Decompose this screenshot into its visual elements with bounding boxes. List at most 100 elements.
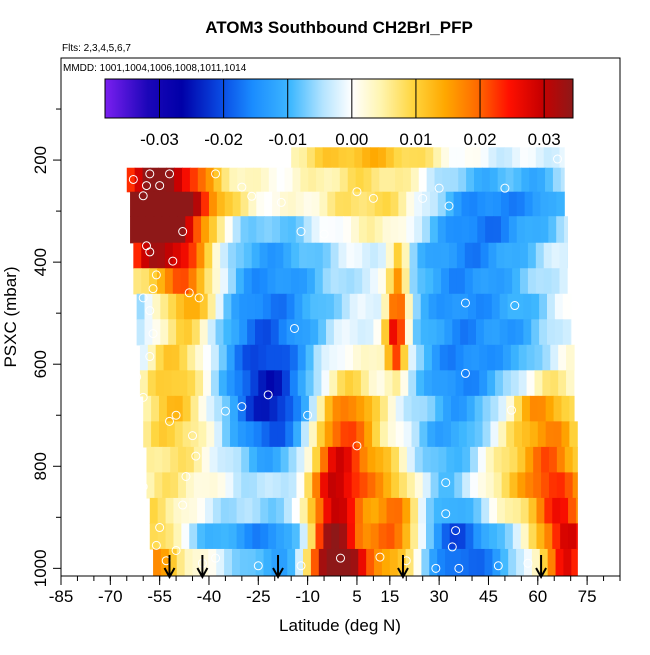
heat-cell [149, 497, 159, 525]
heat-cell [475, 293, 485, 320]
sample-marker [352, 187, 362, 197]
heat-cell [387, 395, 397, 422]
heat-cell [264, 216, 273, 244]
heat-cell [526, 370, 536, 397]
heat-row [133, 242, 568, 269]
x-tick-label: 15 [380, 587, 399, 606]
heat-cell [560, 523, 569, 550]
heat-cell [308, 167, 317, 193]
heat-cell [255, 293, 264, 320]
heat-cell [288, 446, 298, 473]
heat-cell [414, 446, 424, 473]
heat-cell [183, 319, 193, 346]
sample-marker [145, 352, 155, 362]
heat-cell [291, 242, 300, 269]
heat-cell [354, 497, 364, 525]
heat-cell [179, 370, 188, 397]
heat-cell [491, 293, 501, 320]
heat-cell [372, 421, 381, 448]
heat-cell [449, 268, 458, 295]
heat-cell [224, 216, 234, 244]
heat-cell [232, 191, 242, 217]
heat-cell [356, 421, 365, 448]
heat-row [130, 216, 568, 244]
heat-cell [397, 319, 406, 346]
heat-cell [559, 268, 568, 295]
heat-cell [243, 242, 253, 269]
heat-cell [335, 216, 344, 244]
heat-cell [261, 421, 271, 448]
heat-cell [437, 216, 447, 244]
heat-cell [443, 421, 452, 448]
heat-cell [200, 548, 209, 576]
heat-cell [180, 242, 190, 269]
heat-cell [395, 395, 405, 422]
heat-cell [329, 344, 338, 371]
heat-cell [483, 293, 493, 320]
heat-cell [171, 370, 180, 397]
heat-cell [274, 344, 283, 371]
heat-cell [253, 167, 262, 193]
heat-cell [548, 472, 558, 499]
heat-cell [543, 242, 553, 269]
heat-cell [181, 523, 190, 550]
heat-cell [397, 548, 407, 576]
sample-marker [132, 540, 142, 550]
heat-cell [158, 421, 168, 448]
heat-cell [324, 395, 334, 422]
heat-cell [231, 293, 240, 320]
heat-cell [528, 523, 538, 550]
heat-cell [269, 395, 278, 422]
heat-cell [539, 293, 548, 320]
heat-cell [172, 242, 182, 269]
heat-cell [266, 370, 275, 397]
heat-cell [332, 395, 342, 422]
heat-cell [384, 344, 394, 371]
heat-cell [507, 293, 517, 320]
heat-cell [168, 319, 177, 346]
heat-cell [274, 370, 283, 397]
heat-cell [261, 395, 271, 422]
heat-cell [185, 191, 194, 217]
heat-cell [161, 216, 171, 244]
heat-cell [359, 472, 369, 499]
heat-cell [499, 293, 509, 320]
heat-cell [504, 242, 513, 269]
heat-row [136, 319, 572, 346]
heat-cell [347, 523, 356, 550]
heat-cell [481, 523, 490, 550]
heat-cell [501, 446, 511, 473]
heat-cell [412, 293, 422, 320]
heat-cell [509, 446, 519, 473]
heat-cell [422, 191, 431, 217]
heat-cell [130, 216, 139, 244]
heat-cell [452, 293, 461, 320]
heat-cell [356, 395, 365, 422]
heat-cell [398, 191, 407, 217]
heat-cell [170, 472, 179, 499]
heat-cell [410, 523, 419, 550]
heat-cell [162, 446, 171, 473]
heat-cell [458, 421, 468, 448]
sample-marker [451, 526, 461, 536]
heat-cell [199, 319, 209, 346]
heat-cell [384, 370, 394, 397]
heat-cell [145, 216, 155, 244]
x-tick-label: 5 [352, 587, 361, 606]
heat-cell [205, 497, 214, 525]
heat-cell [340, 421, 349, 448]
sample-marker [171, 545, 181, 555]
heat-cell [433, 147, 442, 169]
heat-cell [333, 319, 343, 346]
heat-cell [244, 523, 253, 550]
heat-cell [212, 497, 222, 525]
heat-cell [520, 242, 529, 269]
heat-cell [314, 268, 324, 295]
heat-cell [374, 216, 384, 244]
heat-cell [157, 497, 167, 525]
heat-cell [458, 395, 468, 422]
heat-cell [379, 167, 388, 193]
heat-cell [217, 472, 227, 499]
heat-cell [222, 421, 231, 448]
heat-cell [558, 344, 567, 371]
